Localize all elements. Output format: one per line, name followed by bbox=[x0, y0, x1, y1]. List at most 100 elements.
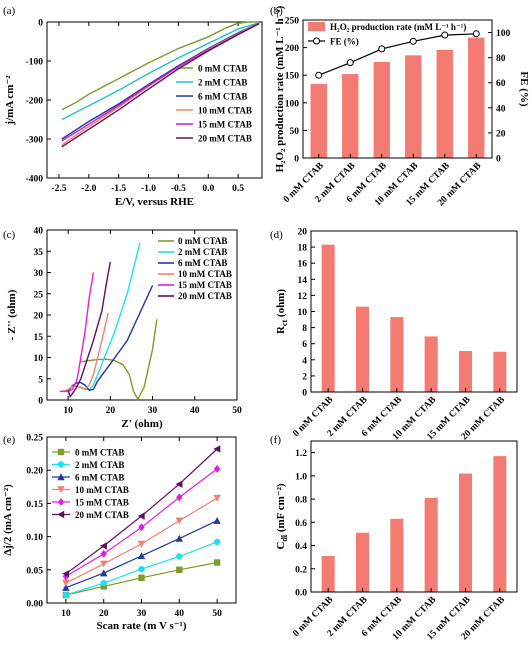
e-series-point bbox=[62, 584, 70, 591]
panel-e: (e) 10 20 30 40 50 0.00 0.05 0.10 0.15 0.20 0.25 0 … bbox=[2, 434, 237, 632]
e-series-point bbox=[62, 591, 70, 599]
b-fe-line bbox=[318, 33, 477, 76]
f-y-tick-label: 0.0 bbox=[295, 589, 307, 599]
a-x-tick-label: 0.0 bbox=[202, 184, 214, 194]
e-y-tick-label: 0.15 bbox=[26, 500, 43, 510]
b-y-tick-label: 200 bbox=[285, 44, 300, 54]
panel-a-label: (a) bbox=[3, 5, 16, 17]
e-legend-label: 10 mM CTAB bbox=[75, 485, 129, 495]
b-fe-point bbox=[315, 71, 323, 79]
f-y-tick-label: 1.0 bbox=[295, 472, 307, 482]
c-y-tick-label: 25 bbox=[34, 290, 44, 300]
e-series-point bbox=[176, 566, 183, 573]
b-legend-label-line: FE (%) bbox=[330, 37, 359, 47]
c-y-tick-label: 5 bbox=[38, 375, 43, 385]
c-legend-label: 15 mM CTAB bbox=[178, 280, 232, 290]
b-bar bbox=[310, 84, 327, 158]
e-series-point bbox=[176, 493, 183, 502]
d-plot-frame bbox=[310, 230, 518, 393]
e-series-point bbox=[137, 552, 146, 560]
b-y2-tick-label: 40 bbox=[496, 104, 506, 114]
a-y-tick-label: -200 bbox=[26, 97, 44, 107]
f-bar bbox=[321, 555, 335, 592]
e-y-tick-label: 0.00 bbox=[26, 600, 43, 610]
c-y-tick-label: 40 bbox=[34, 227, 44, 237]
c-y-tick-label: 10 bbox=[34, 354, 44, 364]
e-series-point bbox=[137, 540, 146, 548]
b-y-tick-label: 100 bbox=[285, 99, 300, 109]
e-legend-marker bbox=[57, 461, 65, 468]
e-legend-marker bbox=[57, 448, 65, 456]
f-bar bbox=[458, 473, 473, 592]
d-y-axis-label: Rct (ohm) bbox=[275, 289, 289, 334]
c-legend-label: 20 mM CTAB bbox=[178, 291, 232, 301]
c-series-line bbox=[67, 285, 154, 392]
e-legend-label: 2 mM CTAB bbox=[75, 460, 124, 470]
b-y-tick-label: 0 bbox=[294, 155, 299, 165]
c-legend-label: 0 mM CTAB bbox=[178, 236, 227, 246]
a-x-tick-label: -1.5 bbox=[111, 184, 126, 194]
e-series-point bbox=[137, 512, 145, 520]
a-x-tick-label: 0.5 bbox=[232, 184, 244, 194]
a-series-line bbox=[61, 21, 259, 111]
a-legend-label: 15 mM CTAB bbox=[198, 120, 252, 130]
b-y2-tick-label: 100 bbox=[496, 29, 511, 39]
b-plot-frame bbox=[302, 19, 493, 159]
e-x-tick-label: 20 bbox=[99, 609, 109, 619]
b-fe-point bbox=[378, 45, 386, 53]
c-legend-label: 2 mM CTAB bbox=[178, 247, 227, 257]
e-legend-label: 15 mM CTAB bbox=[75, 498, 129, 508]
e-series-point bbox=[213, 559, 221, 566]
e-series-point bbox=[213, 494, 221, 502]
e-series-point bbox=[138, 523, 145, 532]
b-fe-point bbox=[441, 31, 449, 39]
a-legend-label: 20 mM CTAB bbox=[198, 134, 252, 144]
a-series-line bbox=[61, 22, 260, 140]
f-y-tick-label: 0.6 bbox=[295, 519, 307, 529]
c-x-tick-label: 20 bbox=[106, 406, 116, 416]
d-y-tick-label: 10 bbox=[298, 308, 308, 318]
a-x-tick-label: -1.0 bbox=[141, 184, 156, 194]
c-legend-label: 6 mM CTAB bbox=[178, 258, 227, 268]
d-y-tick-label: 18 bbox=[298, 244, 308, 254]
f-y-tick-label: 0.2 bbox=[295, 565, 307, 575]
e-series-point bbox=[62, 579, 70, 587]
c-x-tick-label: 30 bbox=[148, 406, 158, 416]
b-y-tick-label: 50 bbox=[290, 127, 300, 137]
b-y-tick-label: 150 bbox=[285, 72, 300, 82]
e-x-axis-label: Scan rate (m V s⁻¹) bbox=[97, 620, 187, 632]
c-y-tick-label: 35 bbox=[34, 248, 44, 258]
e-x-tick-label: 40 bbox=[175, 609, 185, 619]
b-y2-tick-label: 60 bbox=[496, 79, 506, 89]
c-legend-label: 10 mM CTAB bbox=[178, 269, 232, 279]
e-legend-label: 20 mM CTAB bbox=[75, 510, 129, 520]
e-series-point bbox=[138, 565, 145, 573]
b-y-axis-label: H₂O₂ production rate (mM L⁻¹ h⁻¹) bbox=[274, 5, 286, 172]
e-x-tick-label: 50 bbox=[212, 609, 222, 619]
e-series-point bbox=[62, 570, 70, 578]
b-fe-point bbox=[409, 37, 417, 45]
e-legend-marker bbox=[57, 498, 65, 506]
e-x-tick-label: 10 bbox=[61, 609, 71, 619]
c-y-tick-label: 0 bbox=[38, 397, 43, 407]
c-series-line bbox=[59, 272, 95, 393]
d-bar bbox=[355, 306, 370, 392]
c-y-tick-label: 15 bbox=[34, 333, 44, 343]
e-series-point bbox=[213, 538, 221, 546]
d-y-tick-label: 8 bbox=[302, 324, 307, 334]
f-y-tick-label: 1.2 bbox=[295, 449, 307, 459]
e-series-point bbox=[100, 549, 107, 558]
panel-c-label: (c) bbox=[3, 229, 16, 241]
d-y-tick-label: 20 bbox=[298, 228, 308, 238]
d-bar bbox=[493, 351, 507, 392]
a-y-tick-label: -100 bbox=[26, 58, 44, 68]
e-series-point bbox=[175, 534, 183, 542]
a-legend-label: 6 mM CTAB bbox=[198, 92, 247, 102]
e-legend-label: 6 mM CTAB bbox=[75, 473, 124, 483]
b-y2-tick-label: 80 bbox=[496, 54, 506, 64]
e-series-point bbox=[100, 542, 107, 550]
